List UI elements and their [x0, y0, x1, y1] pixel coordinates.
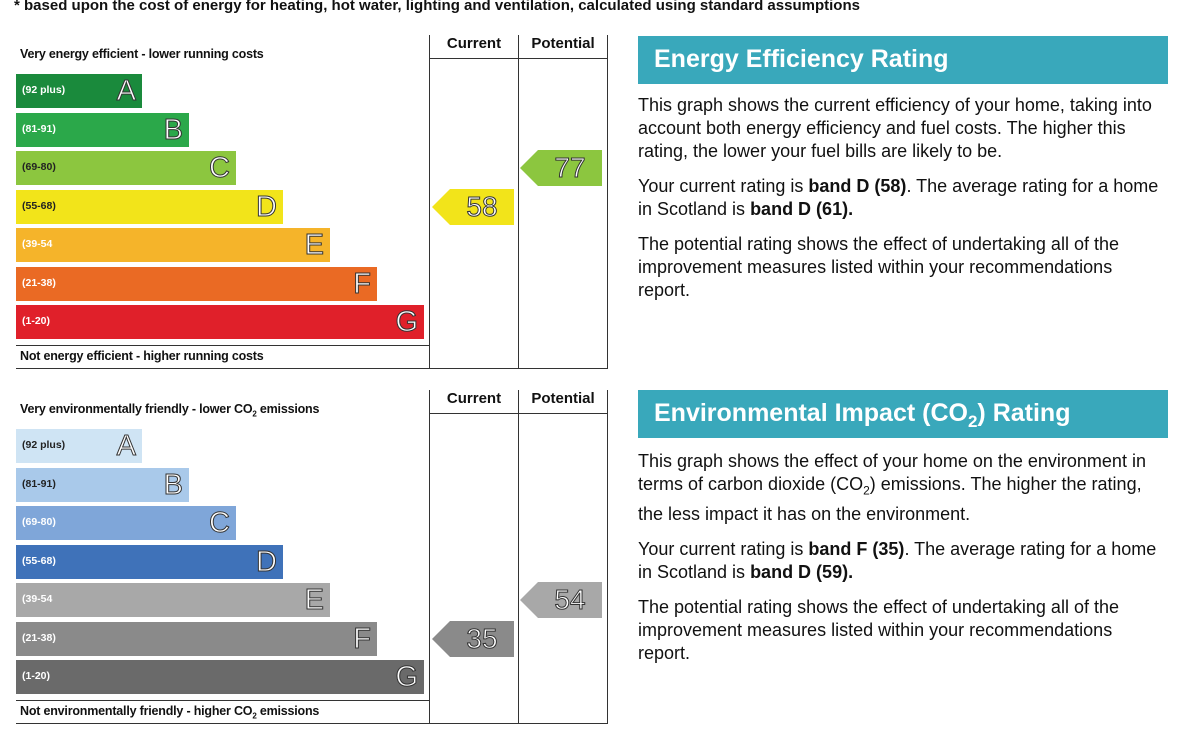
- band-range-label: (81-91): [22, 122, 56, 135]
- divider: [518, 35, 519, 369]
- top-note-text: based upon the cost of energy for heatin…: [24, 0, 860, 14]
- band-letter: D: [256, 190, 278, 223]
- rating-band-c: (69-80) C: [16, 151, 236, 185]
- band-range-label: (1-20): [22, 315, 51, 327]
- band-range-label: (21-38): [22, 276, 56, 289]
- band-letter: G: [395, 661, 419, 694]
- band-range-label: (69-80): [22, 161, 56, 173]
- band-range-label: (21-38): [22, 631, 56, 644]
- current-column-header: Current: [446, 390, 502, 407]
- divider: [607, 390, 608, 724]
- energy-info-panel: Energy Efficiency Rating This graph show…: [638, 36, 1168, 302]
- band-range-label: (92 plus): [22, 439, 66, 451]
- current-rating-arrow: 35: [432, 620, 514, 657]
- chart-top-label: Very environmentally friendly - lower CO…: [20, 402, 320, 419]
- band-letter: C: [209, 507, 231, 540]
- band-letter: G: [395, 306, 419, 339]
- band-letter: C: [209, 152, 231, 185]
- rating-band-g: (1-20) G: [16, 305, 424, 339]
- divider: [16, 368, 608, 369]
- divider: [16, 345, 429, 346]
- potential-arrow-shape: [520, 150, 602, 186]
- potential-rating-arrow: 77: [520, 150, 602, 186]
- panel-paragraph: Your current rating is band F (35). The …: [638, 538, 1157, 582]
- panel-title: Energy Efficiency Rating: [638, 36, 1168, 84]
- divider: [429, 58, 608, 59]
- band-letter: A: [116, 75, 136, 108]
- band-letter: A: [116, 430, 136, 463]
- divider: [429, 390, 430, 724]
- panel-paragraph: The potential rating shows the effect of…: [638, 234, 1119, 300]
- current-arrow-shape: [432, 188, 514, 225]
- rating-band-d: (55-68) D: [16, 544, 283, 579]
- band-range-label: (39-54: [22, 238, 53, 250]
- divider: [607, 35, 608, 369]
- chart-bottom-label: Not environmentally friendly - higher CO…: [20, 704, 320, 721]
- rating-band-g: (1-20) G: [16, 660, 424, 694]
- rating-band-b: (81-91) B: [16, 112, 189, 147]
- potential-rating-value: 54: [554, 584, 586, 616]
- environmental-rating-chart: Very environmentally friendly - lower CO…: [16, 390, 608, 724]
- potential-rating-value: 77: [554, 152, 586, 184]
- panel-paragraph: This graph shows the current efficiency …: [638, 95, 1152, 161]
- potential-column-header: Potential: [531, 35, 595, 52]
- band-range-label: (69-80): [22, 516, 56, 528]
- rating-band-c: (69-80) C: [16, 506, 236, 540]
- divider: [518, 390, 519, 724]
- panel-paragraph: The potential rating shows the effect of…: [638, 596, 1119, 663]
- band-letter: B: [163, 113, 183, 146]
- panel-title: Environmental Impact (CO2) Rating: [638, 390, 1168, 438]
- band-range-label: (55-68): [22, 554, 56, 567]
- band-letter: B: [163, 468, 183, 501]
- rating-band-a: (92 plus) A: [16, 74, 142, 108]
- potential-column-header: Potential: [531, 390, 595, 407]
- current-arrow-shape: [432, 620, 514, 657]
- rating-band-e: (39-54 E: [16, 228, 330, 262]
- energy-rating-chart: Very energy efficient - lower running co…: [16, 35, 608, 369]
- current-column-header: Current: [446, 35, 502, 52]
- potential-arrow-shape: [520, 582, 602, 618]
- band-letter: D: [256, 545, 278, 578]
- divider: [16, 723, 608, 724]
- band-letter: E: [304, 229, 324, 262]
- divider: [429, 35, 430, 369]
- band-range-label: (1-20): [22, 670, 51, 682]
- band-letter: E: [304, 584, 324, 617]
- band-range-label: (39-54: [22, 593, 53, 605]
- band-range-label: (81-91): [22, 477, 56, 490]
- band-range-label: (92 plus): [22, 84, 66, 96]
- rating-band-d: (55-68) D: [16, 189, 283, 224]
- rating-band-f: (21-38) F: [16, 621, 377, 656]
- current-rating-value: 35: [466, 622, 498, 654]
- panel-paragraph: Your current rating is band D (58). The …: [638, 176, 1159, 219]
- rating-band-b: (81-91) B: [16, 467, 189, 502]
- divider: [429, 413, 608, 414]
- rating-band-f: (21-38) F: [16, 266, 377, 301]
- chart-top-label: Very energy efficient - lower running co…: [20, 47, 264, 61]
- band-range-label: (55-68): [22, 199, 56, 212]
- current-rating-arrow: 58: [432, 188, 514, 225]
- rating-band-e: (39-54 E: [16, 583, 330, 617]
- environment-info-panel: Environmental Impact (CO2) Rating This g…: [638, 390, 1168, 665]
- panel-paragraph: This graph shows the effect of your home…: [638, 451, 1146, 524]
- band-letter: F: [353, 622, 372, 655]
- chart-bottom-label: Not energy efficient - higher running co…: [20, 349, 264, 363]
- band-letter: F: [353, 267, 372, 300]
- potential-rating-arrow: 54: [520, 582, 602, 618]
- current-rating-value: 58: [466, 190, 498, 222]
- rating-band-a: (92 plus) A: [16, 429, 142, 463]
- top-note: * based upon the cost of energy for heat…: [14, 0, 860, 14]
- divider: [16, 700, 429, 701]
